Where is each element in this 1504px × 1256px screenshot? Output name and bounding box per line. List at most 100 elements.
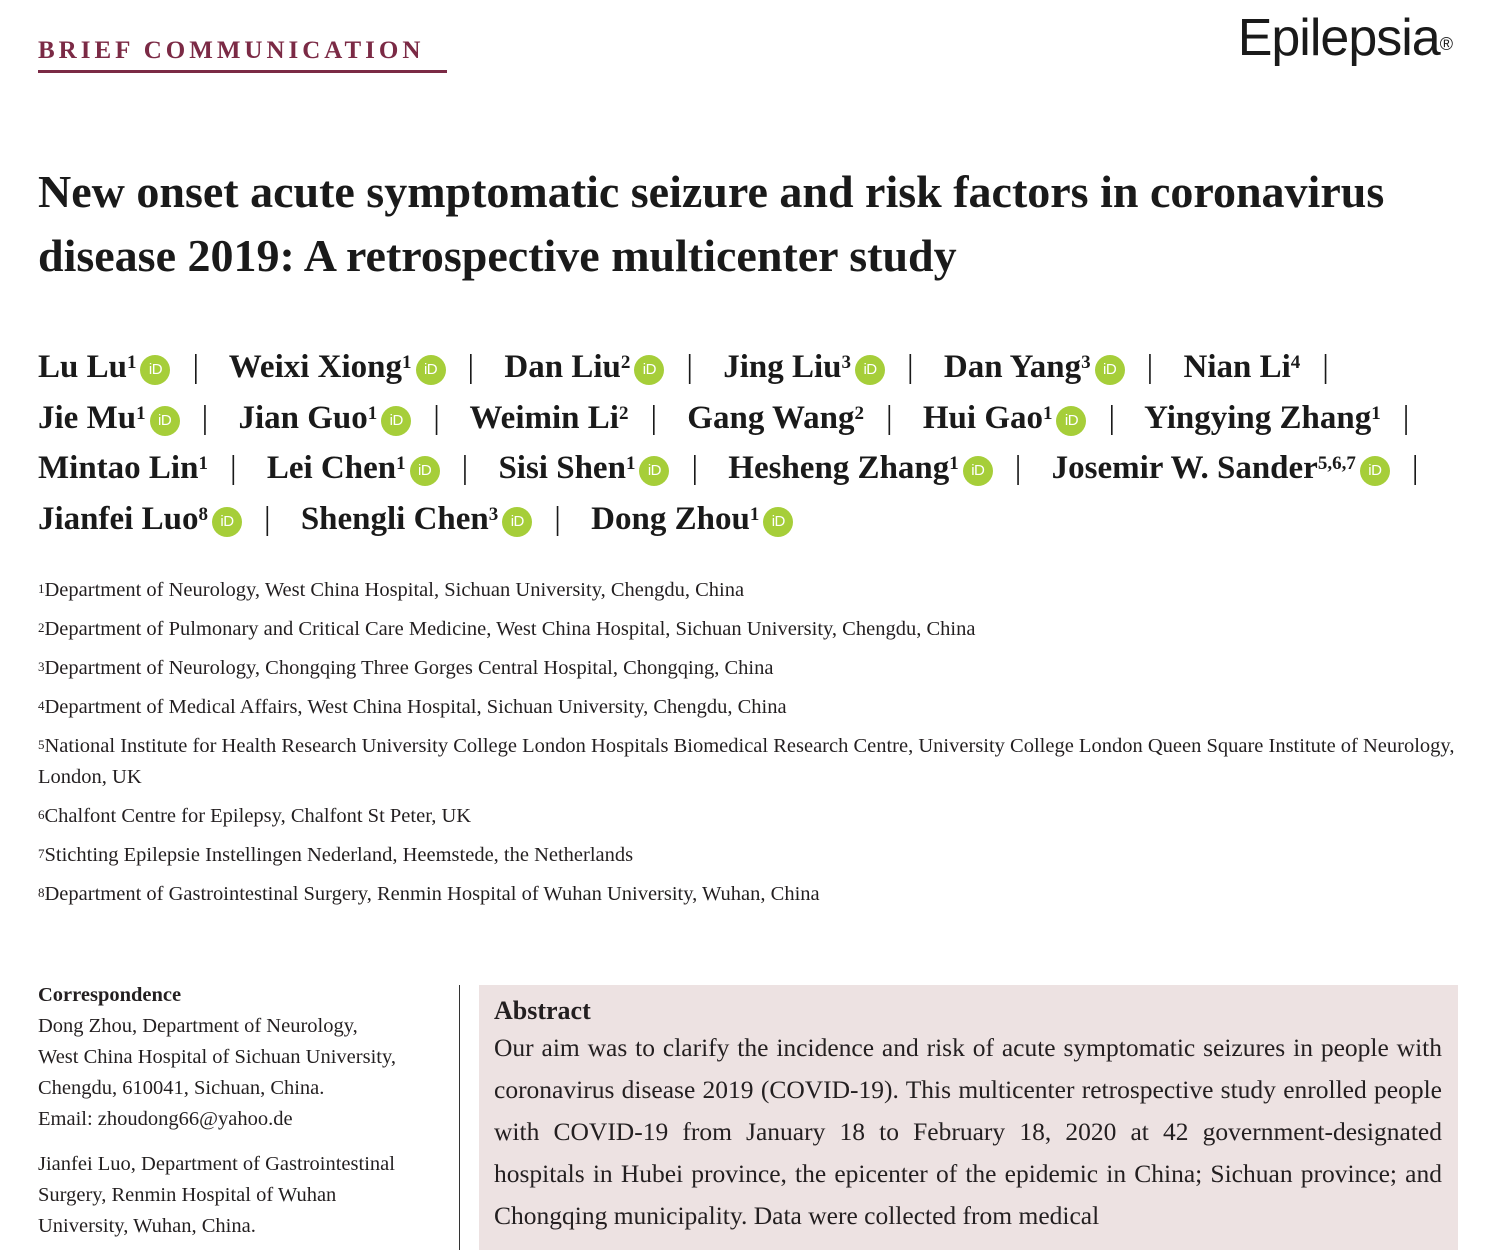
author-name: Dong Zhou xyxy=(591,500,750,537)
author-affiliation-number: 1 xyxy=(126,352,137,373)
orcid-icon[interactable]: iD xyxy=(855,355,886,385)
affiliation: 3Department of Neurology, Chongqing Thre… xyxy=(38,653,1458,684)
affiliation-text: National Institute for Health Research U… xyxy=(38,735,1455,788)
abstract-text: Our aim was to clarify the incidence and… xyxy=(494,1033,1442,1230)
correspondence-line: Chengdu, 610041, Sichuan, China. xyxy=(38,1077,325,1099)
affiliation-number: 8 xyxy=(38,885,45,900)
author-affiliation-number: 1 xyxy=(198,453,208,474)
author-list: Lu Lu1 iD | Weixi Xiong1 iD | Dan Liu2 iD | Ji… xyxy=(38,342,1468,544)
author-separator: | xyxy=(554,500,561,537)
orcid-icon[interactable]: iD xyxy=(1359,456,1390,486)
orcid-icon[interactable]: iD xyxy=(962,456,993,486)
affiliation: 7Stichting Epilepsie Instellingen Nederl… xyxy=(38,840,1458,871)
author-name: Sisi Shen xyxy=(498,450,626,486)
orcid-icon[interactable]: iD xyxy=(1056,405,1087,436)
journal-logo: Epilepsia® xyxy=(1238,8,1453,68)
author-separator: | xyxy=(691,450,699,486)
author-separator: | xyxy=(1146,349,1154,385)
section-label: BRIEF COMMUNICATION xyxy=(38,37,425,64)
author: Mintao Lin1 xyxy=(38,450,208,486)
orcid-icon[interactable]: iD xyxy=(381,405,412,436)
author-name: Jianfei Luo xyxy=(38,500,199,537)
author-separator: | xyxy=(192,349,200,385)
orcid-icon[interactable]: iD xyxy=(1094,355,1125,385)
author-affiliation-number: 3 xyxy=(488,503,499,525)
author: Yingying Zhang1 xyxy=(1144,400,1381,436)
author: Lei Chen1 iD xyxy=(267,450,440,486)
registered-mark: ® xyxy=(1439,34,1453,54)
author-separator: | xyxy=(229,450,237,486)
author-separator: | xyxy=(461,450,469,486)
affiliation-number: 5 xyxy=(38,737,45,752)
correspondence-section: Correspondence Dong Zhou, Department of … xyxy=(38,980,438,1256)
author-affiliation-number: 2 xyxy=(618,402,629,424)
orcid-icon[interactable]: iD xyxy=(639,456,670,486)
correspondence-line: University, Wuhan, China. xyxy=(38,1215,256,1237)
affiliation: 5National Institute for Health Research … xyxy=(38,731,1458,793)
author-name: Mintao Lin xyxy=(38,450,199,486)
article-title: New onset acute symptomatic seizure and … xyxy=(38,166,1385,281)
orcid-icon[interactable]: iD xyxy=(409,456,440,486)
author-separator: | xyxy=(1322,349,1329,385)
author-affiliation-number: 4 xyxy=(1290,352,1301,373)
author-name: Weixi Xiong xyxy=(228,349,403,385)
author-name: Yingying Zhang xyxy=(1144,399,1372,436)
author-separator: | xyxy=(686,349,693,385)
author-name: Dan Yang xyxy=(943,349,1082,385)
correspondence-line: West China Hospital of Sichuan Universit… xyxy=(38,1046,396,1068)
author-separator: | xyxy=(263,500,271,537)
affiliation: 8Department of Gastrointestinal Surgery,… xyxy=(38,879,1458,910)
author-affiliation-number: 5,6,7 xyxy=(1317,453,1356,474)
affiliation-number: 2 xyxy=(38,620,45,635)
author-affiliation-number: 1 xyxy=(367,402,378,424)
author-affiliation-number: 1 xyxy=(402,352,412,373)
author: Dan Liu2 iD xyxy=(504,349,665,385)
author: Jing Liu3 iD xyxy=(723,349,886,385)
orcid-icon[interactable]: iD xyxy=(149,405,180,436)
author: Weixi Xiong1 iD xyxy=(229,349,446,385)
orcid-icon[interactable]: iD xyxy=(211,506,242,537)
orcid-icon[interactable]: iD xyxy=(763,506,794,537)
correspondence-contact: Jianfei Luo, Department of Gastrointesti… xyxy=(38,1149,438,1242)
author-name: Jian Guo xyxy=(238,399,368,436)
correspondence-line: Jianfei Luo, Department of Gastrointesti… xyxy=(38,1153,395,1175)
orcid-icon[interactable]: iD xyxy=(140,355,171,385)
orcid-icon[interactable]: iD xyxy=(634,355,665,385)
author: Shengli Chen3 iD xyxy=(301,501,533,537)
abstract-box: Abstract Our aim was to clarify the inci… xyxy=(479,985,1458,1250)
author: Weimin Li2 xyxy=(470,400,629,436)
author-affiliation-number: 1 xyxy=(949,453,959,474)
orcid-icon[interactable]: iD xyxy=(502,506,533,537)
orcid-icon[interactable]: iD xyxy=(415,355,446,385)
author-name: Jie Mu xyxy=(38,399,137,436)
author-affiliation-number: 1 xyxy=(1371,402,1381,424)
correspondence-contacts: Dong Zhou, Department of Neurology, West … xyxy=(38,1011,438,1242)
author-name: Nian Li xyxy=(1183,349,1291,385)
author: Sisi Shen1 iD xyxy=(498,450,670,486)
author-affiliation-number: 1 xyxy=(749,503,760,525)
author: Jian Guo1 iD xyxy=(238,399,412,436)
affiliation-text: Department of Neurology, West China Hosp… xyxy=(44,579,745,601)
affiliation-text: Department of Gastrointestinal Surgery, … xyxy=(44,883,820,905)
author: Hesheng Zhang1 iD xyxy=(728,450,993,486)
affiliation: 2Department of Pulmonary and Critical Ca… xyxy=(38,614,1458,645)
author-separator: | xyxy=(1108,399,1116,436)
author-name: Lu Lu xyxy=(38,349,127,385)
author-affiliation-number: 1 xyxy=(396,453,406,474)
affiliation-number: 1 xyxy=(38,581,45,596)
author-separator: | xyxy=(907,349,914,385)
author: Jianfei Luo8 iD xyxy=(38,501,242,537)
author-affiliation-number: 1 xyxy=(1042,402,1053,424)
abstract-heading: Abstract xyxy=(494,996,591,1025)
correspondence-line: Email: zhoudong66@yahoo.de xyxy=(38,1108,293,1130)
author-name: Hesheng Zhang xyxy=(728,450,950,486)
author-name: Lei Chen xyxy=(266,450,397,486)
affiliation-number: 7 xyxy=(38,846,45,861)
author-separator: | xyxy=(650,399,658,436)
author: Hui Gao1 iD xyxy=(923,400,1087,436)
author-affiliation-number: 2 xyxy=(620,352,631,373)
author-separator: | xyxy=(201,399,209,436)
author-separator: | xyxy=(1402,399,1410,436)
author: Jie Mu1 iD xyxy=(38,400,180,436)
affiliation-text: Department of Medical Affairs, West Chin… xyxy=(44,696,787,718)
